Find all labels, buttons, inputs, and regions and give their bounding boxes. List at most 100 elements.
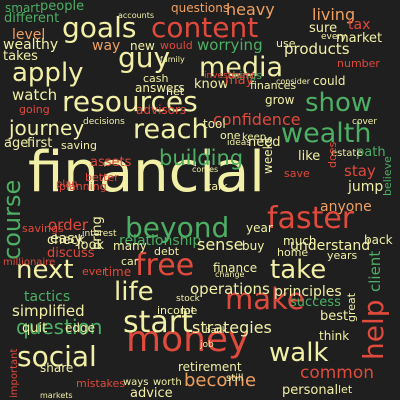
word-year: year: [246, 221, 273, 235]
word-become: become: [184, 370, 257, 391]
word-keep: keep: [242, 132, 267, 143]
word-job: job: [200, 340, 214, 350]
word-principles: principles: [274, 284, 342, 300]
word-discuss: discuss: [47, 246, 95, 261]
word-way: way: [92, 38, 121, 54]
word-wealthy: wealthy: [3, 37, 59, 53]
word-questions: questions: [171, 1, 230, 15]
word-understand: understand: [290, 238, 371, 254]
word-client: client: [366, 250, 384, 292]
word-jump: jump: [348, 179, 384, 195]
word-may: may: [225, 73, 254, 88]
word-new: new: [130, 39, 155, 53]
word-estate: estate: [331, 148, 363, 159]
word-savings: savings: [22, 222, 64, 235]
word-use: use: [276, 37, 296, 50]
word-every: every: [321, 32, 347, 42]
word-show: show: [305, 88, 373, 118]
word-save: save: [284, 167, 310, 180]
word-resources: resources: [62, 85, 198, 118]
word-sure: sure: [309, 21, 338, 36]
word-products: products: [284, 40, 350, 58]
word-could: could: [313, 74, 346, 88]
word-know: know: [194, 77, 229, 92]
word-watch: watch: [12, 86, 58, 104]
word-question: question: [16, 315, 103, 339]
word-important: important: [9, 348, 20, 398]
word-finance: finance: [213, 261, 258, 275]
word-comes: comes: [192, 165, 219, 174]
word-money: money: [126, 319, 250, 360]
word-think: think: [319, 329, 350, 343]
word-years: years: [327, 249, 358, 262]
word-take: take: [270, 255, 327, 285]
word-tax: tax: [348, 17, 371, 33]
word-beyond: beyond: [125, 211, 230, 244]
word-accounts: accounts: [118, 11, 155, 20]
word-free: free: [135, 248, 195, 283]
word-great: great: [345, 292, 358, 322]
word-common: common: [300, 363, 375, 383]
word-strategies: strategies: [192, 318, 272, 337]
word-course: course: [0, 179, 26, 260]
word-answers: answers: [135, 81, 185, 95]
word-content: content: [151, 11, 259, 44]
word-one: one: [220, 129, 241, 142]
word-goals: goals: [62, 11, 137, 44]
word-different: different: [4, 11, 60, 26]
word-stay: stay: [344, 162, 376, 180]
word-easy: easy: [50, 231, 83, 247]
word-social: social: [17, 340, 97, 373]
word-change: change: [215, 270, 245, 279]
word-still: still: [226, 373, 244, 384]
word-let: let: [338, 383, 353, 396]
word-quit: quit: [22, 321, 48, 336]
word-living: living: [312, 5, 356, 24]
word-saving: saving: [61, 139, 97, 152]
word-make: make: [225, 282, 305, 316]
word-does: does: [326, 141, 339, 168]
word-wealth: wealth: [281, 118, 372, 149]
word-lot: lot: [181, 304, 196, 317]
word-financial: financial: [28, 140, 265, 205]
word-takes: takes: [3, 49, 38, 64]
word-reach: reach: [133, 114, 209, 145]
word-advisors: advisors: [136, 103, 187, 117]
word-look: look: [77, 238, 105, 253]
word-confidence: confidence: [213, 110, 301, 129]
word-path: path: [356, 145, 386, 160]
word-interest: interest: [82, 229, 117, 239]
word-investment: investment: [204, 71, 255, 81]
word-bank: bank: [205, 326, 228, 336]
word-decisions: decisions: [83, 117, 125, 127]
word-age: age: [4, 136, 29, 151]
word-faster: faster: [267, 201, 355, 236]
word-relationship: relationship: [119, 233, 202, 249]
word-walk: walk: [269, 338, 329, 368]
word-buy: buy: [242, 239, 265, 253]
word-need: need: [248, 135, 281, 150]
word-cover: cover: [352, 117, 378, 127]
word-income: income: [157, 304, 198, 317]
word-talk: talk: [207, 180, 228, 193]
word-success: success: [290, 295, 341, 310]
word-best: best: [320, 309, 349, 324]
word-time: time: [104, 265, 132, 279]
word-car: car: [121, 255, 139, 268]
word-smart: smart: [5, 1, 40, 15]
word-believe: believe: [381, 156, 394, 196]
word-tool: tool: [203, 117, 226, 131]
word-worrying: worrying: [197, 36, 263, 54]
word-home: home: [277, 246, 309, 259]
word-cash: cash: [143, 72, 169, 85]
word-next: next: [16, 255, 74, 285]
word-assets: assets: [90, 155, 132, 170]
word-ideas: ideas: [227, 138, 251, 148]
word-planning: planning: [59, 180, 107, 193]
word-tactics: tactics: [24, 289, 71, 305]
word-things: things: [228, 69, 263, 82]
word-order: order: [48, 216, 88, 234]
word-better: better: [85, 171, 119, 184]
word-start: start: [123, 305, 193, 340]
